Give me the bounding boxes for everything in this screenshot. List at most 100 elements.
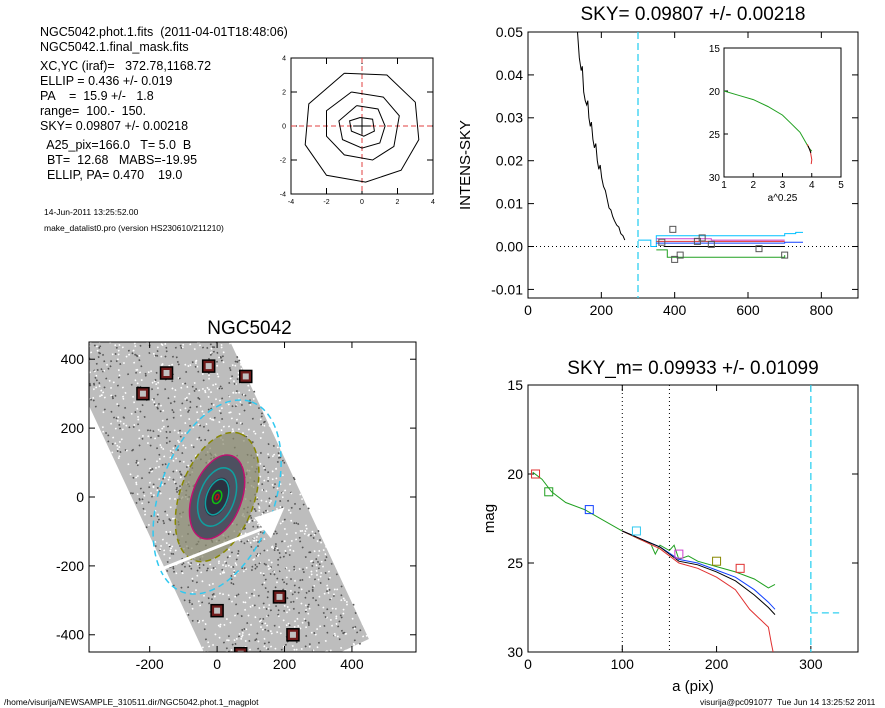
noise-dot: [93, 344, 96, 347]
noise-dot: [131, 324, 133, 326]
noise-dot: [137, 322, 139, 324]
noise-dot: [179, 414, 183, 417]
data-marker: [671, 255, 679, 263]
noise-dot: [299, 540, 302, 543]
noise-dot: [124, 391, 127, 395]
noise-dot: [354, 611, 357, 615]
noise-dot: [190, 562, 193, 565]
noise-dot: [253, 594, 256, 597]
isophote-ellipse: [204, 478, 230, 516]
noise-dot: [137, 418, 140, 421]
noise-dot: [198, 566, 201, 569]
noise-dot: [189, 315, 191, 317]
noise-dot: [295, 641, 298, 644]
noise-dot: [164, 342, 167, 346]
noise-dot: [150, 326, 152, 328]
data-marker: [544, 487, 554, 497]
noise-dot: [160, 355, 163, 358]
noise-dot: [224, 689, 226, 691]
noise-dot: [145, 318, 147, 320]
noise-dot: [137, 324, 139, 326]
plot-frame: [527, 384, 859, 653]
noise-dot: [127, 337, 129, 339]
noise-dot: [148, 351, 151, 355]
header-line: NGC5042.1.final_mask.fits: [40, 40, 189, 54]
noise-dot: [288, 624, 291, 627]
noise-dot: [108, 379, 111, 382]
noise-dot: [307, 533, 311, 536]
noise-dot: [261, 622, 264, 625]
noise-dot: [259, 475, 262, 478]
noise-dot: [290, 506, 293, 509]
noise-dot: [259, 625, 263, 629]
noise-dot: [133, 342, 136, 345]
noise-dot: [195, 387, 198, 391]
noise-dot: [139, 487, 142, 490]
noise-dot: [159, 544, 163, 548]
noise-dot: [315, 558, 318, 561]
noise-dot: [168, 557, 171, 560]
noise-dot: [96, 349, 99, 352]
noise-dot: [265, 500, 268, 503]
x-tick-label: 300: [799, 656, 823, 672]
noise-dot: [220, 677, 222, 679]
noise-dot: [233, 639, 236, 642]
noise-dot: [317, 529, 320, 533]
noise-dot: [175, 304, 177, 306]
noise-dot: [263, 683, 265, 685]
noise-dot: [154, 466, 158, 469]
noise-dot: [220, 387, 224, 390]
chart-title: SKY= 0.09807 +/- 0.00218: [580, 4, 805, 25]
noise-dot: [121, 346, 124, 349]
noise-dot: [224, 565, 228, 568]
noise-dot: [289, 511, 292, 514]
noise-dot: [203, 389, 207, 392]
noise-dot: [178, 377, 181, 380]
noise-dot: [263, 538, 266, 541]
noise-dot: [277, 615, 280, 618]
noise-dot: [293, 584, 296, 587]
noise-dot: [209, 351, 212, 355]
noise-dot: [315, 573, 319, 577]
data-marker: [712, 556, 722, 566]
noise-dot: [149, 370, 153, 373]
y-tick-label: 20: [709, 87, 721, 98]
noise-dot: [184, 446, 187, 449]
noise-dot: [109, 342, 112, 344]
noise-dot: [261, 483, 264, 486]
noise-dot: [96, 368, 99, 372]
x-tick-label: 4: [431, 199, 435, 206]
noise-dot: [188, 601, 191, 604]
noise-dot: [264, 468, 267, 471]
noise-dot: [289, 601, 293, 604]
x-tick-label: 4: [809, 180, 815, 191]
timestamp-text: 14-Jun-2011 13:25:52.00: [44, 207, 139, 217]
series-line: [656, 249, 786, 258]
noise-dot: [170, 552, 173, 555]
noise-dot: [128, 426, 131, 429]
noise-dot: [185, 396, 188, 399]
noise-dot: [132, 349, 135, 352]
noise-dot: [165, 441, 168, 445]
noise-dot: [292, 600, 295, 603]
noise-dot: [250, 545, 253, 548]
noise-dot: [237, 428, 240, 431]
y-tick-label: 0: [282, 123, 286, 130]
noise-dot: [162, 447, 165, 451]
x-tick-label: 2: [396, 199, 400, 206]
noise-dot: [273, 453, 276, 456]
noise-dot: [209, 563, 212, 566]
noise-dot: [296, 617, 299, 620]
noise-dot: [238, 692, 240, 694]
noise-dot: [244, 653, 246, 655]
noise-dot: [244, 608, 247, 611]
noise-dot: [304, 530, 307, 533]
noise-dot: [272, 444, 275, 448]
noise-dot: [283, 609, 286, 613]
noise-dot: [166, 560, 169, 564]
noise-dot: [198, 397, 201, 401]
noise-dot: [210, 402, 213, 405]
noise-dot: [322, 606, 325, 609]
noise-dot: [249, 541, 252, 544]
noise-dot: [235, 637, 238, 640]
